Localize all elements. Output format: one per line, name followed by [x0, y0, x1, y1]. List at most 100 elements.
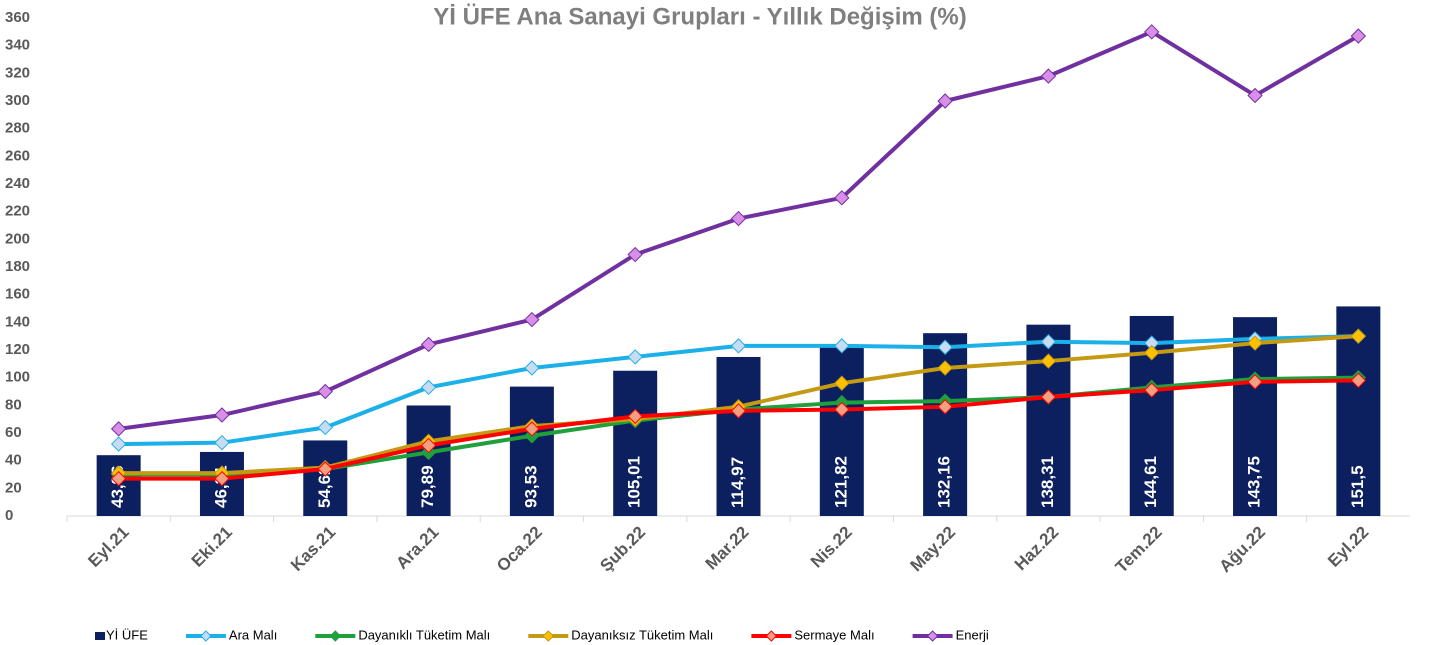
x-tick-label: Kas.21 — [287, 523, 339, 575]
marker — [937, 360, 953, 376]
bar-label: 132,16 — [935, 456, 954, 508]
y-tick-label: 80 — [5, 396, 22, 413]
marker — [730, 403, 747, 419]
marker — [1247, 87, 1263, 104]
bar-label: 79,89 — [418, 465, 437, 508]
y-tick-label: 160 — [5, 286, 30, 303]
y-tick-label: 280 — [5, 120, 30, 137]
x-tick-label: Nis.22 — [807, 523, 856, 572]
x-tick-label: May.22 — [906, 523, 959, 576]
marker — [627, 408, 643, 425]
marker — [1144, 24, 1160, 40]
legend-marker — [926, 630, 939, 642]
marker — [1350, 28, 1367, 44]
bar-label: 151,5 — [1348, 465, 1367, 508]
marker — [1040, 389, 1057, 405]
marker — [524, 311, 540, 328]
marker — [730, 338, 747, 354]
marker — [834, 401, 850, 418]
marker — [110, 470, 127, 487]
marker — [834, 375, 850, 391]
y-tick-label: 340 — [5, 37, 30, 54]
y-tick-label: 220 — [5, 203, 30, 220]
y-tick-label: 260 — [5, 147, 30, 164]
marker — [730, 210, 747, 227]
legend-swatch — [95, 632, 105, 640]
marker — [317, 461, 333, 477]
y-tick-label: 140 — [5, 313, 30, 330]
marker — [420, 336, 437, 353]
marker — [1247, 335, 1263, 351]
marker — [214, 470, 230, 487]
bar-label: 144,61 — [1141, 456, 1160, 508]
bar-label: 54,62 — [315, 465, 334, 508]
bar-label: 93,53 — [521, 465, 540, 508]
y-tick-label: 120 — [5, 341, 30, 358]
marker — [1350, 328, 1367, 344]
marker — [627, 246, 643, 263]
x-tick-label: Ara.21 — [392, 523, 442, 573]
y-tick-label: 300 — [5, 92, 30, 109]
marker — [834, 190, 850, 206]
marker — [937, 399, 953, 415]
bar — [716, 356, 761, 516]
marker — [110, 436, 127, 452]
marker — [937, 93, 953, 109]
x-tick-label: Mar.22 — [702, 523, 753, 574]
marker — [317, 383, 333, 400]
marker — [420, 379, 437, 396]
marker — [1040, 353, 1057, 369]
legend-label: Sermaye Malı — [794, 627, 874, 642]
bar — [613, 370, 658, 516]
x-tick-label: Eki.21 — [188, 523, 236, 571]
marker — [1040, 333, 1057, 350]
y-tick-label: 200 — [5, 230, 30, 247]
y-tick-label: 60 — [5, 424, 22, 441]
bar-label: 121,82 — [831, 456, 850, 508]
x-tick-label: Eyl.21 — [84, 523, 132, 571]
legend-label: Yİ ÜFE — [106, 627, 148, 642]
legend-label: Enerji — [956, 627, 989, 642]
y-tick-label: 180 — [5, 258, 30, 275]
legend-marker — [765, 630, 778, 642]
x-tick-label: Ağu.22 — [1216, 523, 1270, 577]
marker — [627, 349, 643, 365]
bar-label: 114,97 — [728, 457, 747, 508]
legend-label: Dayanıksız Tüketim Malı — [571, 627, 713, 642]
chart-title: Yİ ÜFE Ana Sanayi Grupları - Yıllık Deği… — [433, 3, 966, 30]
bar-label: 143,75 — [1245, 456, 1264, 508]
marker — [937, 339, 953, 355]
x-tick-label: Şub.22 — [596, 523, 649, 576]
y-tick-label: 100 — [5, 369, 30, 386]
y-tick-label: 240 — [5, 175, 30, 192]
marker — [1247, 374, 1263, 390]
x-tick-label: Eyl.22 — [1324, 523, 1372, 571]
legend-marker — [542, 630, 554, 642]
y-tick-label: 40 — [5, 452, 22, 469]
marker — [214, 434, 230, 451]
marker — [214, 407, 230, 423]
y-tick-label: 360 — [5, 9, 30, 26]
marker — [834, 338, 850, 354]
bar — [406, 405, 451, 516]
legend-label: Dayanıklı Tüketim Malı — [358, 627, 490, 642]
y-tick-label: 0 — [5, 507, 13, 524]
marker — [1350, 372, 1367, 389]
x-tick-label: Haz.22 — [1011, 523, 1063, 575]
bar — [509, 386, 554, 516]
marker — [524, 360, 540, 376]
marker — [110, 421, 127, 437]
bar — [303, 440, 348, 516]
x-tick-label: Tem.22 — [1112, 523, 1166, 577]
y-tick-label: 20 — [5, 479, 22, 496]
marker — [1040, 68, 1057, 84]
x-tick-label: Oca.22 — [493, 523, 546, 576]
marker — [524, 421, 540, 437]
legend-marker — [329, 630, 342, 642]
marker — [317, 419, 333, 436]
bar-label: 105,01 — [625, 456, 644, 508]
legend-label: Ara Malı — [229, 627, 277, 642]
marker — [1144, 345, 1160, 361]
marker — [420, 437, 437, 454]
